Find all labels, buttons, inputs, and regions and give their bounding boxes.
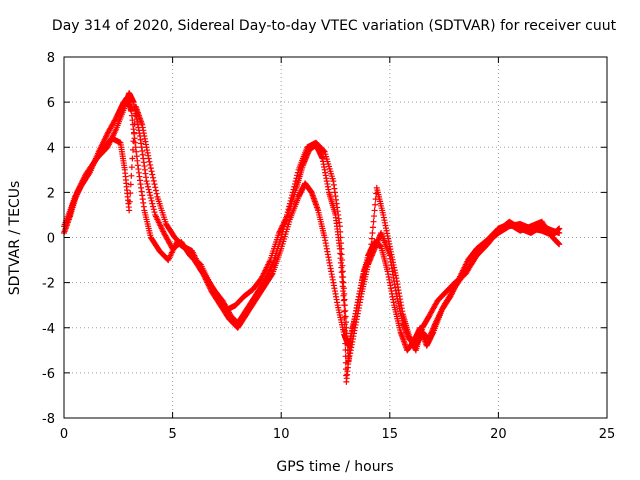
data-point-fill <box>147 195 154 202</box>
grid <box>64 57 607 418</box>
data-point-fill <box>131 120 138 127</box>
data-point-fill <box>148 197 155 204</box>
data-point-fill <box>130 138 137 145</box>
y-tick-label: -8 <box>42 412 55 427</box>
data-point-fill <box>127 181 134 188</box>
y-tick-label: 2 <box>47 186 55 201</box>
data-point-fill <box>150 174 157 181</box>
data-point-fill <box>369 224 376 231</box>
y-tick-label: -6 <box>42 367 55 382</box>
data-point-fill <box>128 164 135 171</box>
data-point-fill <box>131 129 138 136</box>
series-trace-a <box>61 90 563 365</box>
data-point-fill <box>149 200 156 207</box>
data-point-fill <box>150 203 157 210</box>
data-point-fill <box>151 209 158 216</box>
x-tick-label: 5 <box>168 427 176 442</box>
data-point-fill <box>152 184 159 191</box>
data-point-fill <box>149 171 156 178</box>
data-point-fill <box>144 180 151 187</box>
data-point <box>556 241 563 248</box>
x-axis-label: GPS time / hours <box>276 459 393 475</box>
data-point-fill <box>368 235 375 242</box>
data-point-fill <box>341 296 348 303</box>
data-point-fill <box>341 321 348 328</box>
data-point-fill <box>367 246 374 253</box>
data-point-fill <box>369 229 376 236</box>
data-point-fill <box>341 327 348 334</box>
data-point <box>556 225 563 232</box>
data-point-fill <box>150 206 157 213</box>
data-point-fill <box>147 165 154 172</box>
data-marks <box>61 90 563 385</box>
data-point-fill <box>342 307 349 314</box>
data-point-fill <box>126 198 133 205</box>
y-axis-label: SDTVAR / TECUs <box>7 181 23 296</box>
data-point <box>367 252 374 259</box>
data-point-fill <box>153 190 160 197</box>
data-point-fill <box>151 181 158 188</box>
data-point-fill <box>342 334 349 341</box>
data-point-fill <box>129 146 136 153</box>
data-point-fill <box>144 183 151 190</box>
data-point-fill <box>150 177 157 184</box>
y-tick-label: -4 <box>42 322 55 337</box>
data-point-fill <box>152 187 159 194</box>
data-point-fill <box>129 155 136 162</box>
data-point-fill <box>339 268 346 275</box>
y-tick-label: 0 <box>47 232 55 247</box>
data-point-fill <box>368 241 375 248</box>
data-point-fill <box>147 161 154 168</box>
x-tick-label: 25 <box>599 427 616 442</box>
chart-title: Day 314 of 2020, Sidereal Day-to-day VTE… <box>52 18 617 34</box>
x-tick-label: 0 <box>60 427 68 442</box>
data-point <box>126 207 133 214</box>
y-tick-label: 6 <box>47 96 55 111</box>
data-point <box>143 178 150 185</box>
axis-ticks: 0 5 10 15 20 25 -8 -6 -4 -2 0 2 4 6 8 <box>42 51 615 442</box>
data-point-fill <box>371 213 378 220</box>
data-point-fill <box>146 158 153 165</box>
x-tick-label: 15 <box>382 427 399 442</box>
data-point-fill <box>147 192 154 199</box>
data-point-fill <box>341 314 348 321</box>
data-point-fill <box>146 189 153 196</box>
data-point-fill <box>341 308 348 315</box>
data-point-fill <box>342 340 349 347</box>
x-tick-label: 20 <box>490 427 507 442</box>
data-point-fill <box>372 201 379 208</box>
data-point-fill <box>338 251 345 258</box>
data-point-fill <box>370 218 377 225</box>
x-tick-label: 10 <box>273 427 290 442</box>
data-point-fill <box>340 279 347 286</box>
series-trace-c <box>65 103 563 385</box>
data-point-fill <box>145 186 152 193</box>
y-tick-label: 8 <box>47 51 55 66</box>
data-point-fill <box>371 207 378 214</box>
data-point-fill <box>320 148 327 155</box>
y-tick-label: -2 <box>42 277 55 292</box>
y-tick-label: 4 <box>47 141 55 156</box>
data-point-fill <box>148 168 155 175</box>
series-trace-b <box>61 94 563 354</box>
data-point-fill <box>268 271 275 278</box>
data-point-fill <box>127 190 134 197</box>
data-point-fill <box>128 172 135 179</box>
data-point <box>341 302 348 309</box>
data-point <box>145 155 152 162</box>
